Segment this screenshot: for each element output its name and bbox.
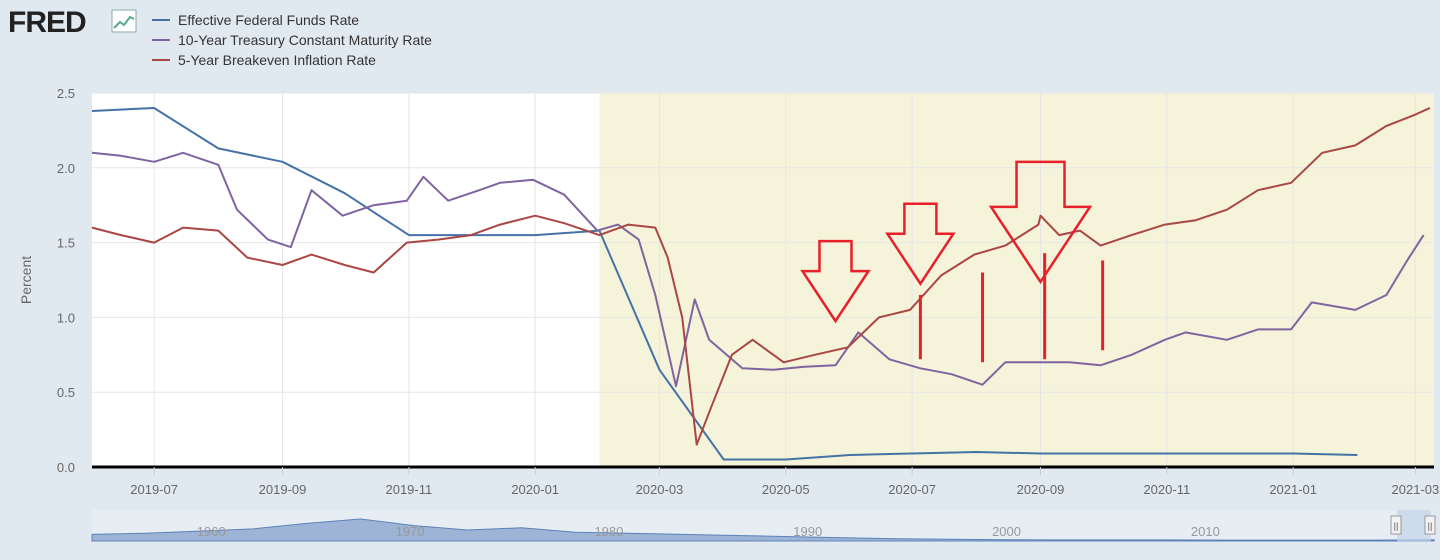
navigator-year-label: 1990 [793,524,822,539]
annotations [800,160,1105,363]
series-line-fedfunds [91,107,1358,461]
x-tick-label: 2021-01 [1269,482,1317,497]
y-tick-label: 0.5 [57,385,75,400]
navigator-left-handle[interactable]: || [1390,515,1402,535]
y-axis-title: Percent [18,256,34,304]
navigator-year-label: 1960 [197,524,226,539]
annotation-arrow [800,239,871,324]
x-tick-label: 2020-11 [1143,482,1190,497]
x-tick-label: 2021-03 [1392,482,1440,497]
legend-label-treasury10: 10-Year Treasury Constant Maturity Rate [178,32,432,48]
x-tick-label: 2019-09 [259,482,307,497]
annotation-arrow [885,202,956,286]
grid-lines [92,92,1434,468]
legend-swatch-breakeven5 [152,59,170,61]
fred-logo-chart-icon [111,9,137,33]
navigator-area [91,518,1435,542]
navigator-year-labels: 1960 1970 1980 1990 2000 2010 [197,524,1220,539]
y-tick-label: 1.5 [57,236,75,251]
legend-item-breakeven5[interactable]: 5-Year Breakeven Inflation Rate [152,50,432,70]
line-chart: 0.0 0.5 1.0 1.5 2.0 2.5 2019-07 2019-09 2019-11… [18,86,1439,497]
x-tick-label: 2019-07 [130,482,178,497]
legend-item-fedfunds[interactable]: Effective Federal Funds Rate [152,10,432,30]
x-axis-ticks: 2019-07 2019-09 2019-11 2020-01 2020-03 2020-… [130,467,1439,497]
y-axis-ticks: 0.0 0.5 1.0 1.5 2.0 2.5 [57,86,75,475]
navigator-year-label: 1970 [396,524,425,539]
x-tick-label: 2020-05 [762,482,810,497]
navigator-year-label: 2010 [1191,524,1220,539]
navigator-right-handle-grip: || [1428,521,1433,531]
plot-shaded-region [599,93,1434,467]
annotation-arrow [988,160,1093,285]
legend-swatch-treasury10 [152,39,170,41]
series-lines [91,107,1431,461]
y-tick-label: 0.0 [57,460,75,475]
x-tick-label: 2020-01 [511,482,559,497]
legend-label-fedfunds: Effective Federal Funds Rate [178,12,360,28]
x-tick-label: 2020-03 [636,482,684,497]
y-tick-label: 2.5 [57,86,75,101]
fred-logo[interactable]: FRED [8,4,138,38]
navigator-year-label: 2000 [992,524,1021,539]
chart-legend: Effective Federal Funds Rate 10-Year Tre… [152,10,432,70]
navigator-year-label: 1980 [594,524,623,539]
y-tick-label: 1.0 [57,310,75,325]
legend-item-treasury10[interactable]: 10-Year Treasury Constant Maturity Rate [152,30,432,50]
x-tick-label: 2019-11 [385,482,432,497]
x-tick-label: 2020-07 [888,482,936,497]
navigator-right-handle[interactable]: || [1424,515,1436,535]
fred-logo-text: FRED [8,6,86,38]
series-line-breakeven5 [91,107,1431,446]
x-tick-label: 2020-09 [1017,482,1065,497]
navigator-left-handle-grip: || [1394,521,1399,531]
legend-label-breakeven5: 5-Year Breakeven Inflation Rate [178,52,376,68]
series-line-treasury10 [91,151,1425,388]
legend-swatch-fedfunds [152,19,170,21]
y-tick-label: 2.0 [57,161,75,176]
